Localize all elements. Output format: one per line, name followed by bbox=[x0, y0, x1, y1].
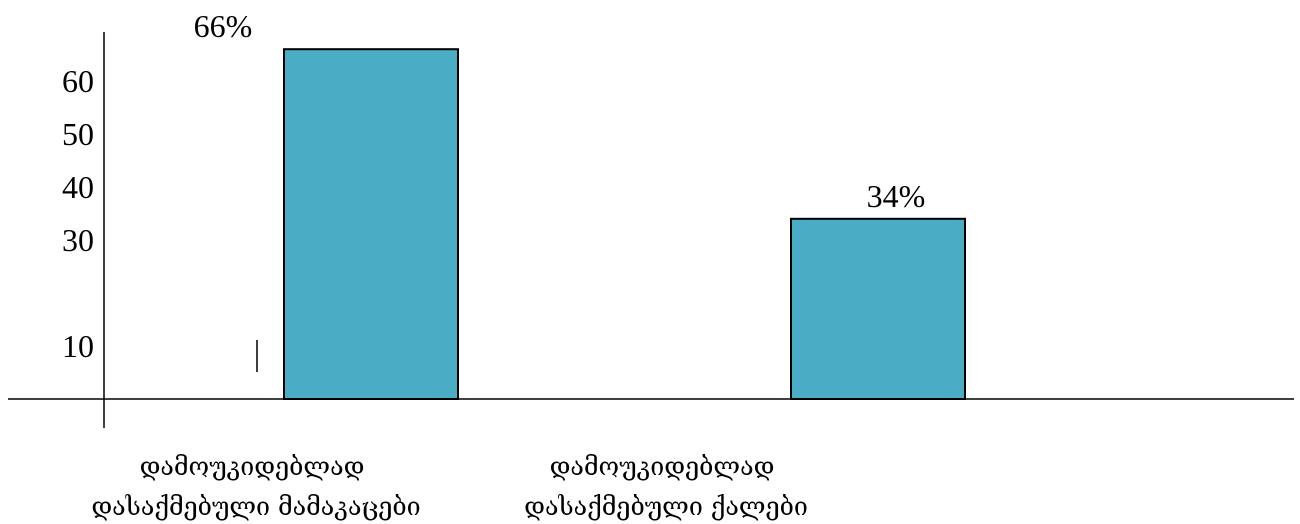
y-tick-label: 50 bbox=[62, 116, 94, 152]
y-tick-label: 40 bbox=[62, 169, 94, 205]
category-label: დასაქმებული ქალები bbox=[524, 492, 808, 521]
data-label: 34% bbox=[867, 178, 926, 214]
category-label: დამოუკიდებლად bbox=[140, 452, 365, 481]
y-tick-label: 10 bbox=[62, 328, 94, 364]
category-labels: დამოუკიდებლად დასაქმებული მამაკაცები დამოუ… bbox=[91, 452, 808, 521]
data-labels: 66% 34% bbox=[194, 8, 926, 214]
category-label: დასაქმებული მამაკაცები bbox=[91, 492, 420, 521]
axes bbox=[8, 32, 1294, 428]
y-tick-label: 30 bbox=[62, 222, 94, 258]
category-label: დამოუკიდებლად bbox=[550, 452, 775, 481]
y-axis-tick-labels: 10 30 40 50 60 bbox=[62, 63, 94, 364]
bar bbox=[283, 48, 459, 400]
bar bbox=[790, 217, 966, 400]
y-tick-label: 60 bbox=[62, 63, 94, 99]
bars bbox=[283, 48, 966, 400]
data-label: 66% bbox=[194, 8, 253, 44]
